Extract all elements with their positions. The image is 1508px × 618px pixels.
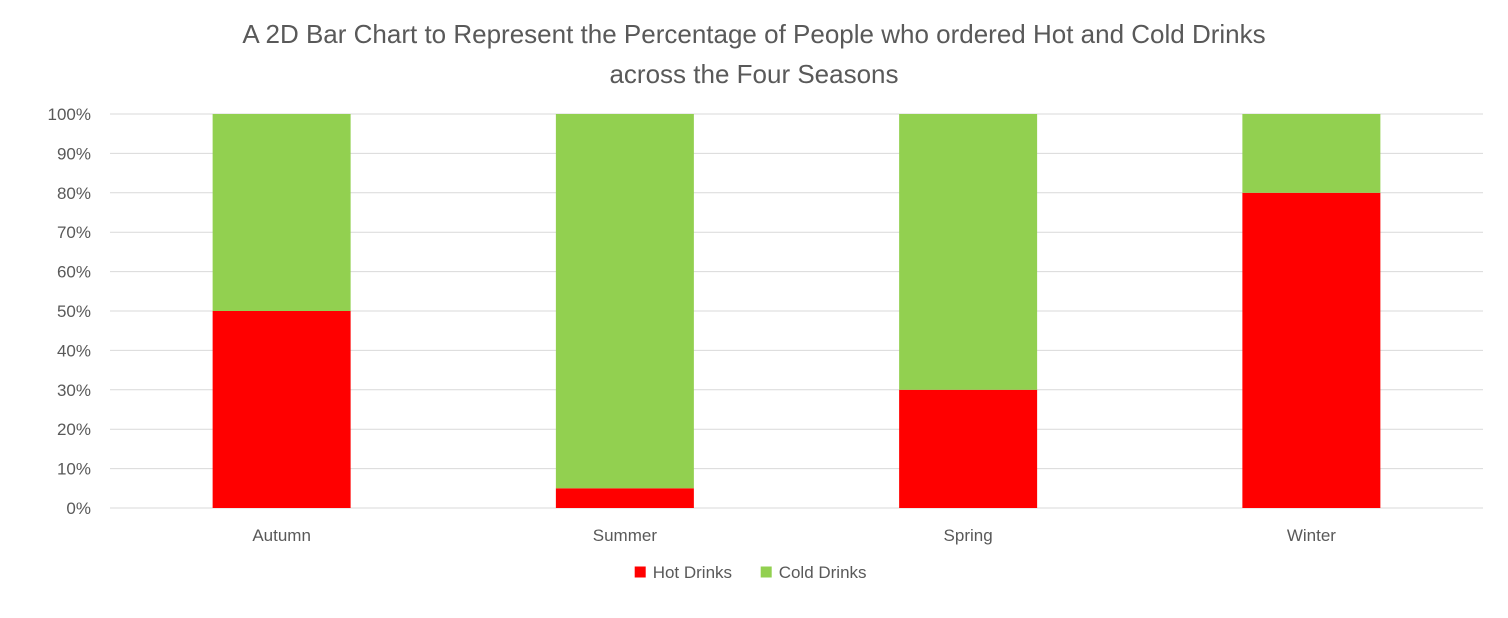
x-tick-label: Winter <box>1287 526 1336 545</box>
y-tick-label: 30% <box>57 381 91 400</box>
bar-cold-drinks <box>1242 114 1381 193</box>
x-tick-label: Spring <box>944 526 993 545</box>
y-tick-label: 0% <box>66 499 91 518</box>
legend-label: Hot Drinks <box>653 563 732 582</box>
y-tick-label: 10% <box>57 460 91 479</box>
y-tick-label: 100% <box>48 105 91 124</box>
y-tick-label: 90% <box>57 144 91 163</box>
y-tick-label: 70% <box>57 223 91 242</box>
legend: Hot Drinks Cold Drinks <box>634 563 867 582</box>
chart-title-line-2: across the Four Seasons <box>609 59 899 89</box>
legend-swatch <box>760 566 772 578</box>
bar-hot-drinks <box>555 488 694 508</box>
y-tick-label: 50% <box>57 302 91 321</box>
y-tick-label: 20% <box>57 420 91 439</box>
bar-cold-drinks <box>555 114 694 489</box>
legend-label: Cold Drinks <box>779 563 867 582</box>
bar-cold-drinks <box>212 114 351 311</box>
chart-title-line-1: A 2D Bar Chart to Represent the Percenta… <box>242 19 1266 49</box>
x-tick-label: Summer <box>593 526 658 545</box>
bar-hot-drinks <box>899 389 1038 508</box>
bar-hot-drinks <box>212 311 351 508</box>
x-tick-label: Autumn <box>252 526 311 545</box>
legend-swatch <box>634 566 646 578</box>
y-tick-label: 80% <box>57 184 91 203</box>
bar-hot-drinks <box>1242 192 1381 509</box>
y-tick-label: 40% <box>57 341 91 360</box>
bar-cold-drinks <box>899 114 1038 390</box>
chart-title: A 2D Bar Chart to Represent the Percenta… <box>0 14 1508 94</box>
y-tick-label: 60% <box>57 263 91 282</box>
